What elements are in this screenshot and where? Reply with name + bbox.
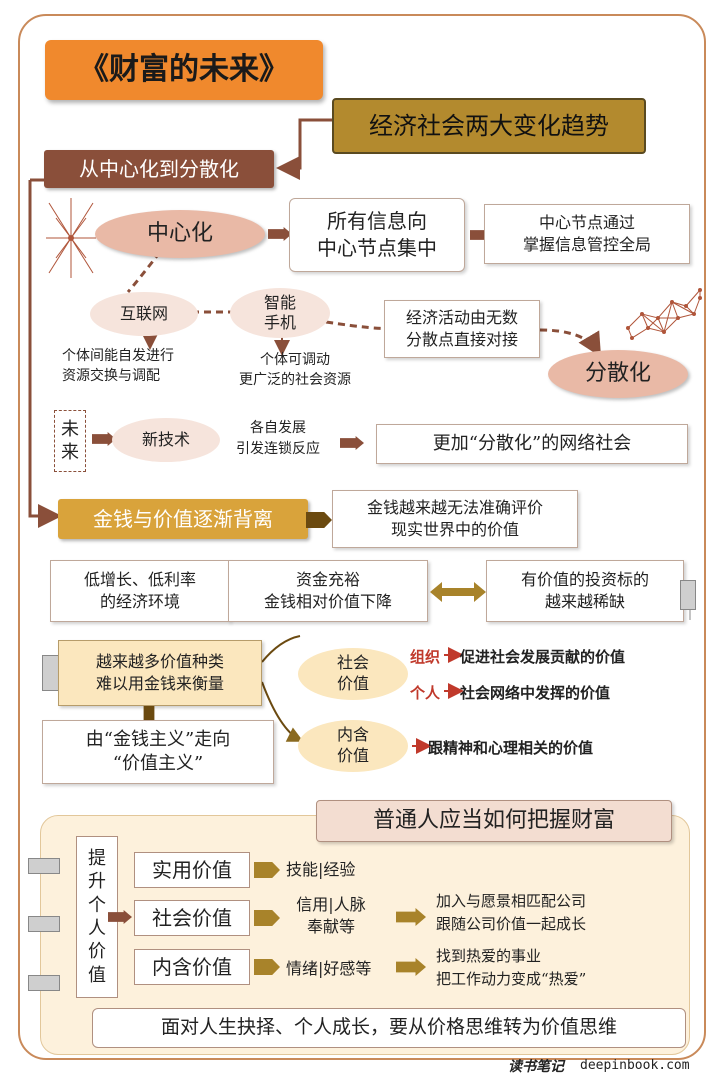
social-value: 社会价值 (134, 900, 250, 936)
social-action: 加入与愿景相匹配公司 跟随公司价值一起成长 (436, 892, 587, 934)
arrow-right-icon (340, 436, 364, 450)
intrinsic-action: 找到热爱的事业 把工作动力变成“热爱” (436, 947, 587, 989)
info-to-center-box: 所有信息向 中心节点集中 (289, 198, 465, 272)
conclusion-box: 面对人生抉择、个人成长，要从价格思维转为价值思维 (92, 1008, 686, 1048)
side-tab (28, 858, 60, 874)
scarce-box: 有价值的投资标的 越来越稀缺 (486, 560, 684, 622)
cannot-eval-box: 金钱越来越无法准确评价 现实世界中的价值 (332, 490, 578, 548)
internet-node: 互联网 (90, 292, 198, 336)
phone-note: 个体可调动 更广泛的社会资源 (239, 352, 351, 389)
side-tab (28, 975, 60, 991)
chain-note: 各自发展 引发连锁反应 (236, 420, 320, 457)
ample-funds-box: 资金充裕 金钱相对价值下降 (228, 560, 428, 622)
decentralized-node: 分散化 (548, 350, 688, 398)
center-control-box: 中心节点通过 掌握信息管控全局 (484, 204, 690, 264)
arrow-right-icon (268, 227, 292, 241)
footer-brand: 读书笔记 (508, 1059, 564, 1075)
social-items: 信用|人脉 奉献等 (296, 895, 366, 937)
org-label: 组织 (410, 648, 441, 666)
intrinsic-value: 内含价值 (134, 949, 250, 985)
trends-box: 经济社会两大变化趋势 (332, 98, 646, 154)
low-growth-box: 低增长、低利率 的经济环境 (50, 560, 230, 622)
pentagon-arrow-icon (254, 910, 280, 926)
network-mesh-icon (626, 288, 702, 340)
pentagon-arrow-icon (254, 862, 280, 878)
section2-label: 金钱与价值逐渐背离 (58, 499, 308, 539)
practical-items: 技能|经验 (286, 860, 356, 879)
arrow-right-icon (396, 958, 426, 976)
more-values-box: 越来越多价值种类 难以用金钱来衡量 (58, 640, 262, 706)
centralized-node: 中心化 (95, 210, 265, 258)
arrow-right-icon (108, 910, 132, 924)
intrinsic-value-node: 内含 价值 (298, 720, 408, 772)
page-title: 《财富的未来》 (45, 40, 323, 100)
page-frame (18, 14, 706, 1060)
pentagon-arrow-icon (306, 512, 332, 528)
footer-site[interactable]: deepinbook.com (580, 1058, 690, 1073)
intrinsic-desc: 跟精神和心理相关的价值 (428, 739, 594, 757)
section3-label: 普通人应当如何把握财富 (316, 800, 672, 842)
pentagon-arrow-icon (254, 959, 280, 975)
side-tab (28, 916, 60, 932)
network-society-box: 更加“分散化”的网络社会 (376, 424, 688, 464)
moneyism-box: 由“金钱主义”走向 “价值主义” (42, 720, 274, 784)
arrow-right-icon (92, 432, 116, 446)
social-value-node: 社会 价值 (298, 648, 408, 700)
improve-label: 提 升 个 人 价 值 (76, 836, 118, 998)
smartphone-node: 智能 手机 (230, 288, 330, 338)
newtech-node: 新技术 (112, 418, 220, 462)
person-desc: 社会网络中发挥的价值 (460, 684, 611, 702)
internet-note: 个体间能自发进行 资源交换与调配 (62, 348, 174, 385)
org-desc: 促进社会发展贡献的价值 (460, 648, 626, 666)
practical-value: 实用价值 (134, 852, 250, 888)
double-arrow-icon (430, 582, 486, 602)
arrow-right-icon (396, 908, 426, 926)
person-label: 个人 (410, 684, 441, 702)
future-label: 未 来 (54, 410, 86, 472)
section1-label: 从中心化到分散化 (44, 150, 274, 188)
econ-direct-box: 经济活动由无数 分散点直接对接 (384, 300, 540, 358)
centralized-burst-icon (46, 198, 96, 278)
intrinsic-items: 情绪|好感等 (286, 959, 372, 978)
side-tab (680, 580, 696, 610)
